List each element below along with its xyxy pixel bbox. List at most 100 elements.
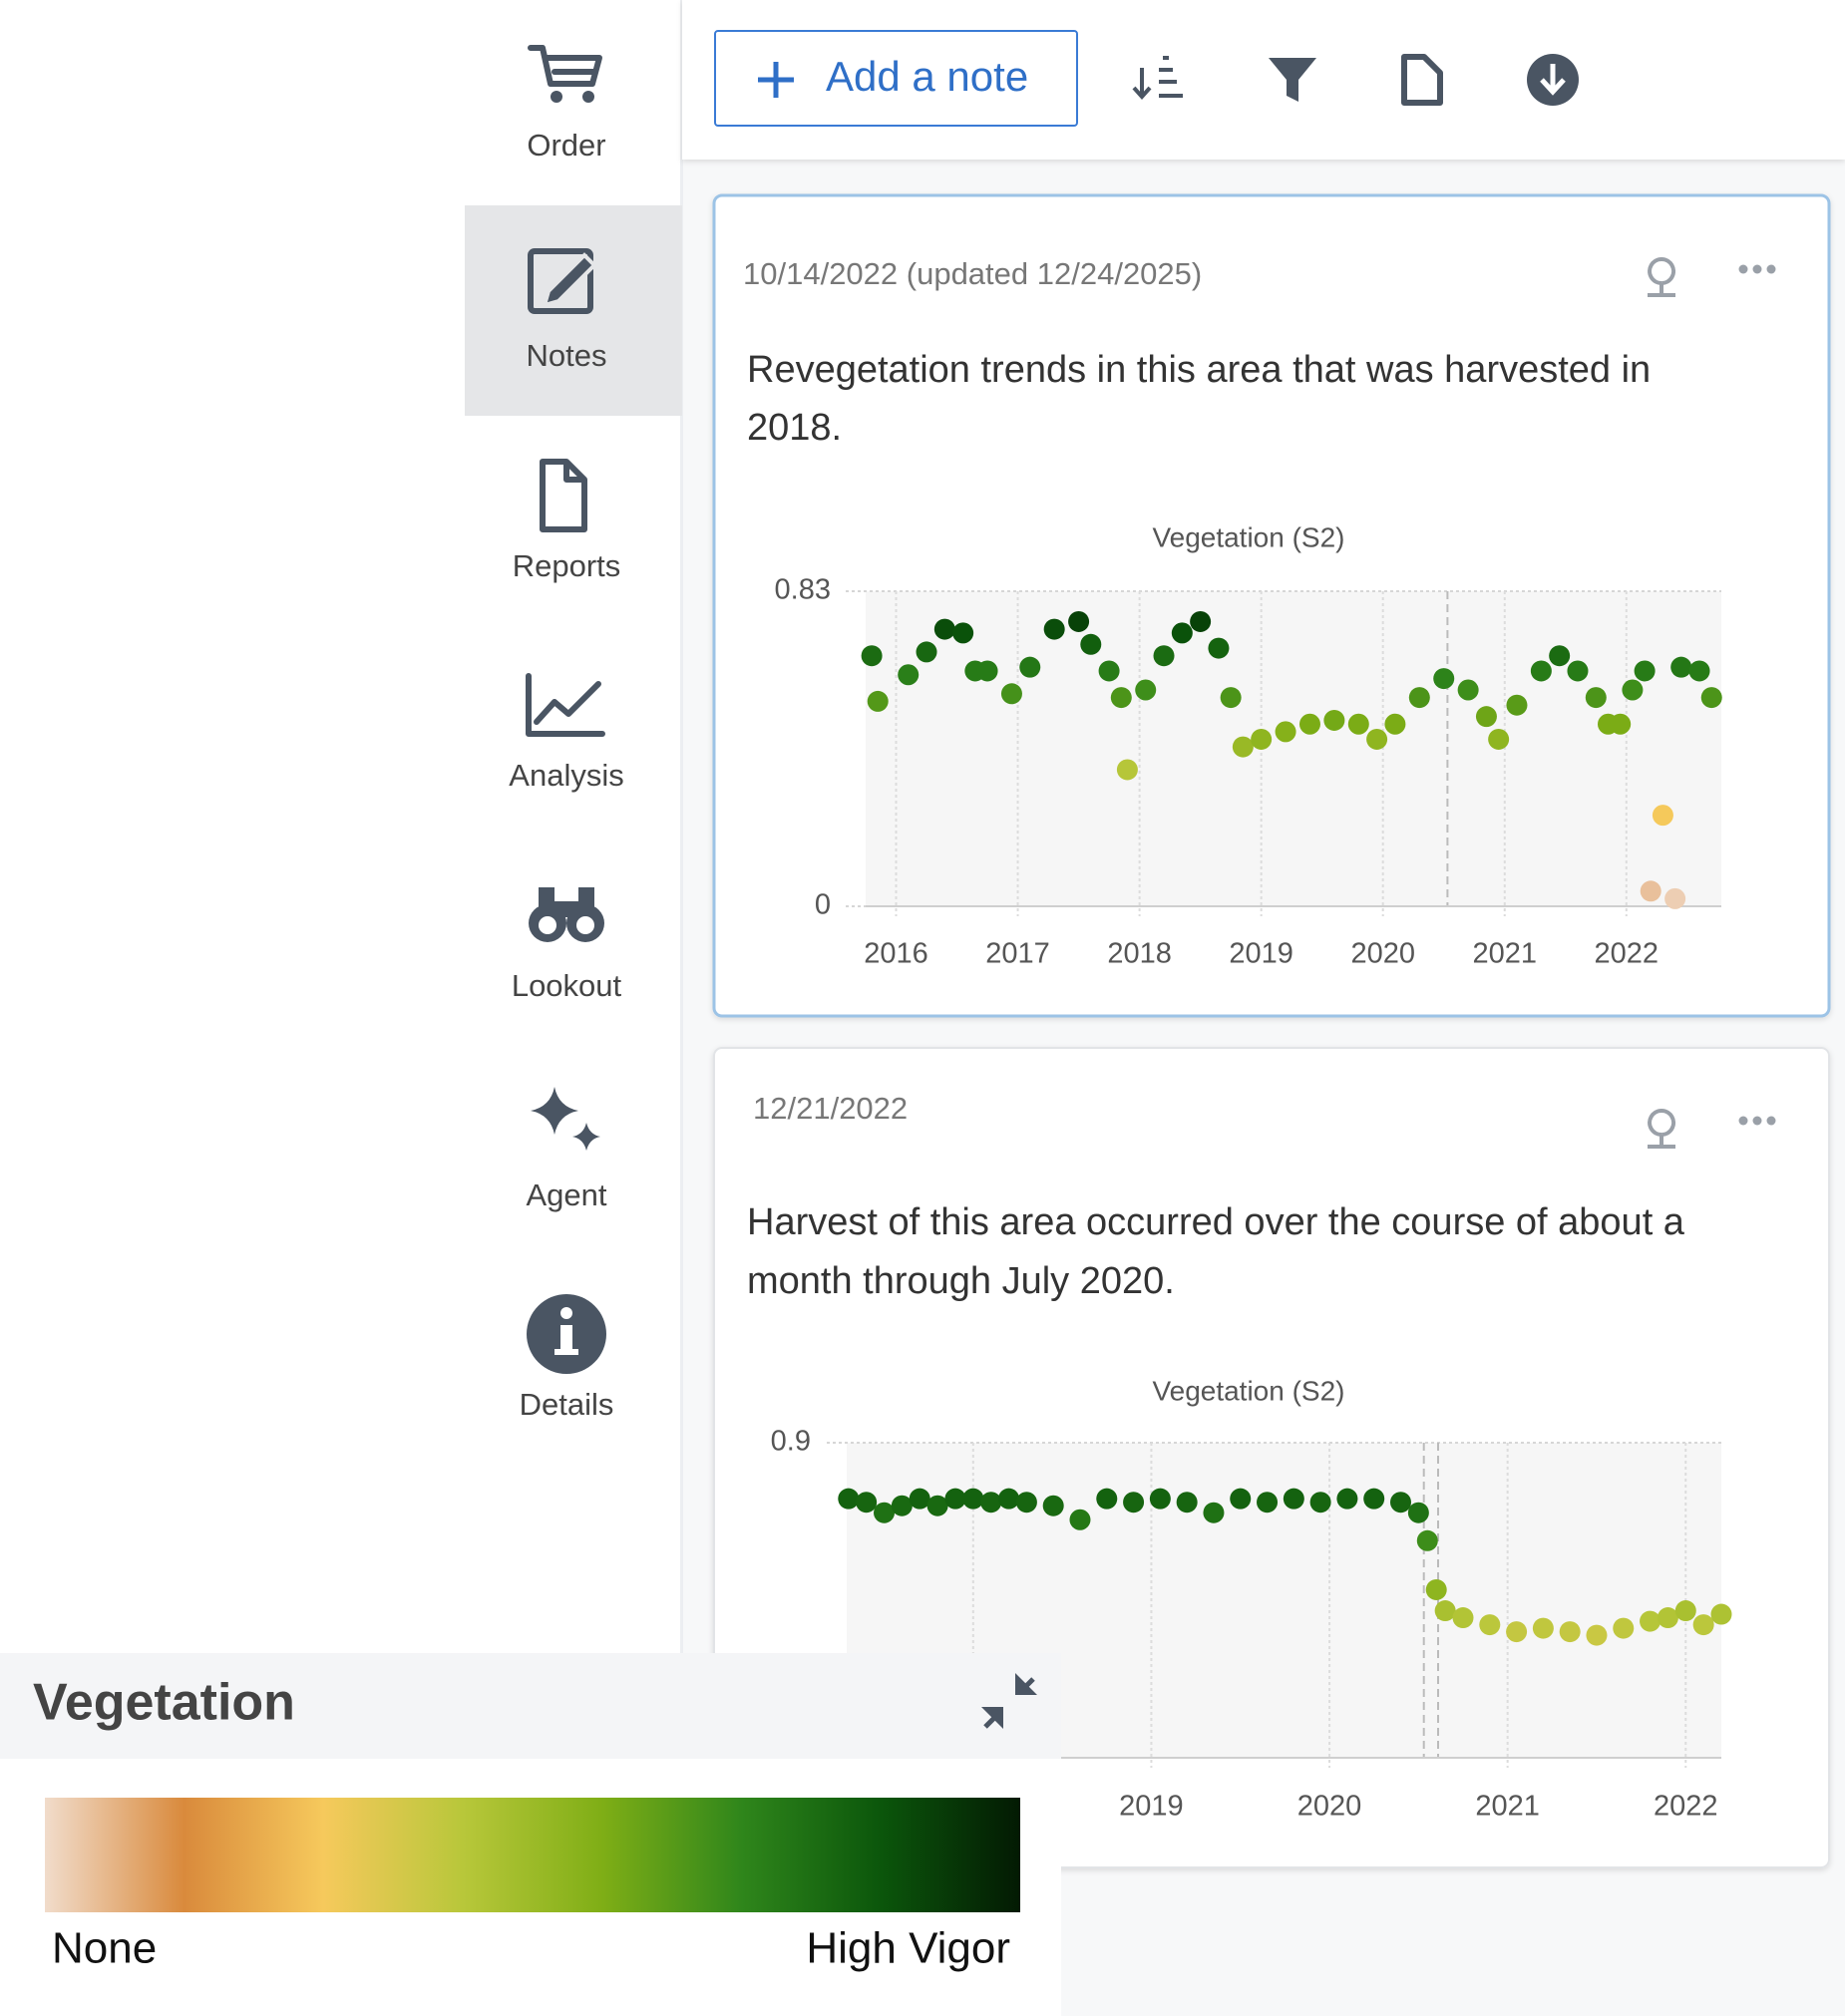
legend-min-label: None <box>52 1924 157 1973</box>
filter-button[interactable] <box>1269 58 1316 102</box>
data-point <box>1530 660 1552 682</box>
dot <box>1766 264 1776 274</box>
data-point <box>1652 805 1673 827</box>
data-point <box>926 1495 948 1516</box>
data-point <box>1674 1600 1696 1622</box>
data-point <box>1110 687 1132 709</box>
sidebar-label[interactable]: Analysis <box>509 758 623 793</box>
report-button[interactable] <box>1401 54 1443 106</box>
reports-icon[interactable] <box>540 459 587 532</box>
pin-icon <box>1648 1109 1676 1149</box>
x-tick-label: 2019 <box>1229 938 1293 970</box>
note-body: 2018. <box>747 407 842 449</box>
data-point <box>1042 1495 1064 1516</box>
data-point <box>1384 713 1406 735</box>
data-point <box>1585 687 1607 709</box>
data-point <box>1135 679 1157 701</box>
data-point <box>1323 709 1345 731</box>
chart-title: Vegetation (S2) <box>1152 521 1344 552</box>
data-point <box>1610 713 1632 735</box>
dot <box>1738 1116 1748 1126</box>
data-point <box>891 1495 913 1516</box>
data-point <box>952 622 974 644</box>
data-point <box>1116 759 1138 781</box>
download-button[interactable] <box>1527 54 1579 106</box>
notes-icon[interactable] <box>528 248 597 314</box>
analysis-icon[interactable] <box>526 673 605 737</box>
data-point <box>916 641 937 663</box>
details-icon[interactable] <box>527 1294 606 1374</box>
data-point <box>1208 637 1230 659</box>
data-point <box>1309 1492 1331 1513</box>
data-point <box>1176 1492 1198 1513</box>
data-point <box>1232 736 1254 758</box>
legend-max-label: High Vigor <box>806 1924 1010 1973</box>
legend-title: Vegetation <box>33 1674 295 1732</box>
data-point <box>1664 887 1686 909</box>
data-point <box>867 690 889 712</box>
x-tick-label: 2020 <box>1350 938 1415 970</box>
data-point <box>1640 880 1661 902</box>
add-note-button[interactable]: Add a note <box>714 30 1078 127</box>
y-tick-label: 0 <box>815 889 831 921</box>
data-point <box>962 1488 984 1510</box>
sidebar-label[interactable]: Details <box>520 1387 614 1422</box>
lookout-icon[interactable] <box>529 887 604 942</box>
more-button[interactable] <box>1738 1116 1776 1126</box>
sidebar-label[interactable]: Order <box>527 128 605 163</box>
data-point <box>944 1488 966 1510</box>
agent-icon[interactable] <box>531 1087 600 1151</box>
data-point <box>1015 1492 1037 1513</box>
data-point <box>874 1502 896 1523</box>
sidebar-label[interactable]: Notes <box>527 338 607 373</box>
data-point <box>1068 610 1090 632</box>
data-point <box>1366 728 1388 750</box>
dot <box>1766 1116 1776 1126</box>
note-card[interactable]: 10/14/2022 (updated 12/24/2025) Revegetat… <box>712 193 1831 1018</box>
data-point <box>1123 1492 1145 1513</box>
order-icon[interactable] <box>528 45 602 103</box>
sidebar-label[interactable]: Reports <box>513 548 621 583</box>
x-tick-label: 2020 <box>1297 1791 1362 1823</box>
x-tick-label: 2017 <box>985 938 1050 970</box>
data-point <box>1407 1502 1429 1523</box>
x-tick-label: 2022 <box>1595 938 1660 970</box>
data-point <box>1634 660 1656 682</box>
data-point <box>1171 622 1193 644</box>
data-point <box>933 618 955 640</box>
data-point <box>1190 610 1212 632</box>
sidebar-label[interactable]: Lookout <box>512 968 622 1003</box>
plot-area <box>866 591 1721 906</box>
sidebar-label[interactable]: Agent <box>526 1177 606 1212</box>
data-point <box>1700 687 1722 709</box>
data-point <box>1710 1603 1732 1625</box>
data-point <box>909 1488 930 1510</box>
dot <box>1752 264 1762 274</box>
data-point <box>1149 1488 1171 1510</box>
note-body: Harvest of this area occurred over the c… <box>747 1201 1685 1243</box>
data-point <box>1408 687 1430 709</box>
data-point <box>1153 645 1175 667</box>
locate-button[interactable] <box>1648 1109 1676 1149</box>
note-date: 12/21/2022 <box>753 1091 908 1126</box>
data-point <box>1347 713 1369 735</box>
data-point <box>1622 679 1644 701</box>
add-note-label[interactable]: Add a note <box>826 53 1028 100</box>
data-point <box>1688 660 1710 682</box>
pin-icon <box>1648 257 1676 297</box>
y-tick-label: 0.9 <box>771 1426 811 1458</box>
data-point <box>976 660 998 682</box>
more-button[interactable] <box>1738 264 1776 274</box>
data-point <box>838 1488 860 1510</box>
data-point <box>1098 660 1120 682</box>
sort-button[interactable] <box>1132 56 1183 101</box>
data-point <box>1657 1607 1678 1629</box>
collapse-button[interactable] <box>981 1673 1037 1729</box>
data-point <box>861 645 883 667</box>
dot <box>1738 264 1748 274</box>
color-gradient <box>45 1798 1020 1912</box>
dot <box>1752 1116 1762 1126</box>
locate-button[interactable] <box>1648 257 1676 297</box>
data-point <box>1479 1614 1501 1636</box>
